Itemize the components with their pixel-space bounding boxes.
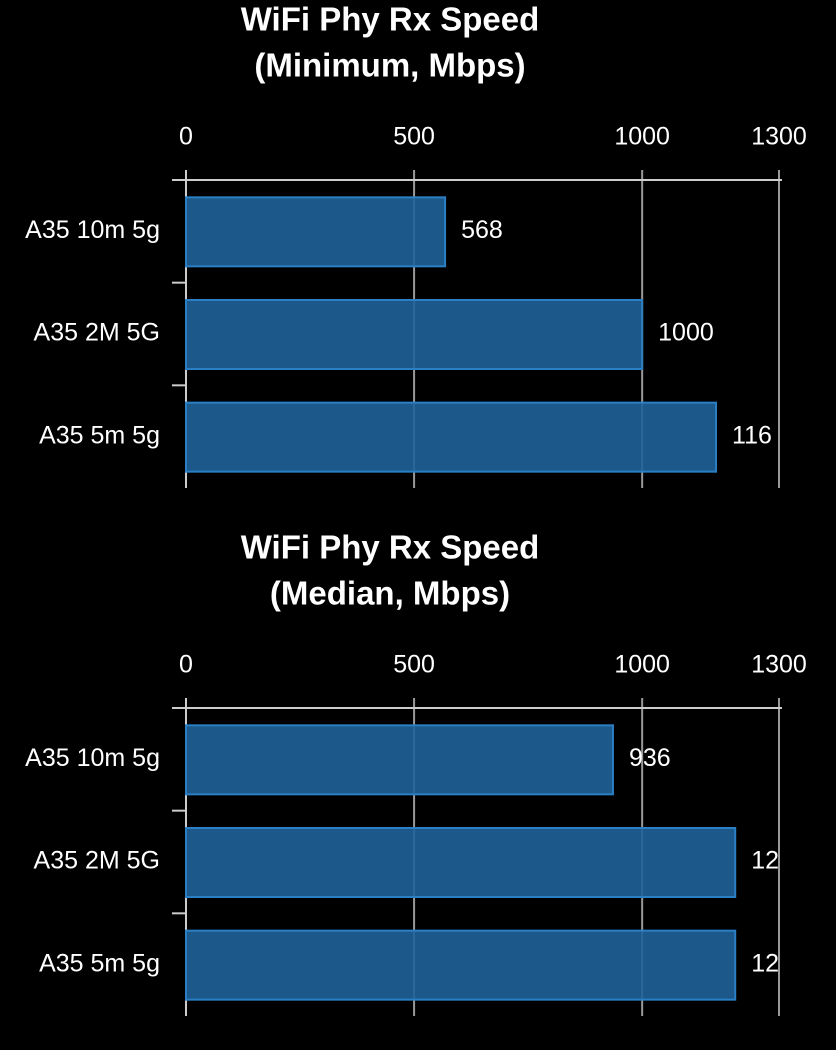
bar (185, 827, 737, 898)
y-tick-label: A35 2M 5G (34, 319, 160, 347)
value-label: 936 (629, 744, 671, 772)
x-tick-label: 500 (393, 651, 435, 679)
x-tick-label: 1300 (751, 651, 807, 679)
x-tick-label: 500 (393, 123, 435, 151)
bar (185, 401, 718, 473)
bar (185, 724, 614, 796)
x-tick-label: 0 (179, 123, 193, 151)
y-tick-label: A35 2M 5G (34, 847, 160, 875)
value-label: 12 (751, 949, 779, 977)
y-tick-label: A35 10m 5g (25, 216, 160, 244)
chart-title: (Minimum, Mbps) (254, 47, 525, 84)
y-tick-label: A35 5m 5g (39, 421, 160, 449)
chart-title: (Median, Mbps) (270, 575, 510, 612)
y-tick-label: A35 5m 5g (39, 949, 160, 977)
bar (185, 196, 447, 268)
chart-title: WiFi Phy Rx Speed (241, 529, 540, 566)
x-tick-label: 1000 (614, 123, 670, 151)
x-tick-label: 0 (179, 651, 193, 679)
x-tick-label: 1300 (751, 123, 807, 151)
bar (185, 299, 644, 370)
chart-title: WiFi Phy Rx Speed (241, 1, 540, 38)
y-tick-label: A35 10m 5g (25, 744, 160, 772)
value-label: 568 (461, 216, 503, 244)
value-label: 1000 (658, 319, 714, 347)
bar (185, 929, 737, 1001)
value-label: 12 (751, 847, 779, 875)
x-tick-label: 1000 (614, 651, 670, 679)
value-label: 116 (732, 421, 772, 449)
